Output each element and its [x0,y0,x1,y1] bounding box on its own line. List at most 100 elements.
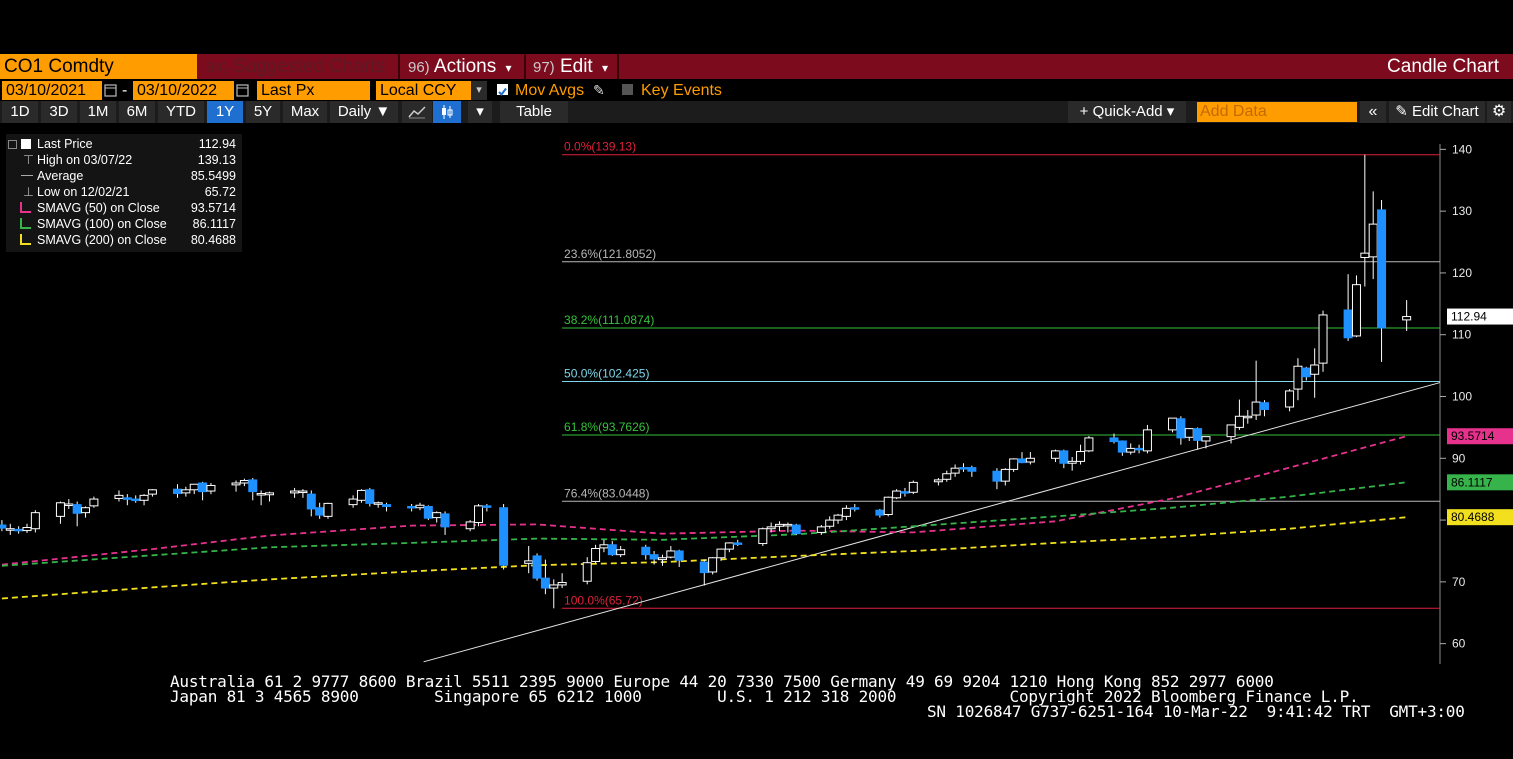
line-chart-icon[interactable] [402,101,432,123]
candle-chart-icon[interactable] [433,101,461,123]
candle-up [708,557,718,573]
period-6m[interactable]: 6M [119,101,155,123]
mov-avgs-checkbox[interactable] [497,84,508,97]
price-field-select[interactable]: Last Px [257,81,370,100]
candle-up [783,523,793,527]
candle-up [1243,415,1253,419]
candle-down [1259,402,1269,410]
menu-number: 96) [408,59,430,76]
edit-menu[interactable]: 97) Edit ▾ [527,54,617,79]
candle-up [64,503,74,507]
candle-up [465,521,475,530]
candle-up [1293,365,1303,390]
candle-down [875,509,885,516]
edit-chart-button[interactable]: ✎ Edit Chart [1389,101,1485,123]
chevron-down-icon[interactable]: ▾ [468,101,492,123]
collapse-box-icon[interactable] [8,140,17,149]
candle-down [72,504,82,514]
candle-up [89,498,99,507]
divider [524,54,526,79]
candle-down [382,504,392,507]
candle-up [816,526,826,533]
gear-icon[interactable]: ⚙ [1487,101,1511,123]
candle-down [958,467,968,470]
suggested-charts-menu[interactable]: 94) Suggested Charts [200,54,398,79]
edit-chart-label: Edit Chart [1412,103,1479,120]
candle-up [716,548,726,559]
footer-contacts-line1: Australia 61 2 9777 8600 Brazil 5511 239… [170,672,1274,691]
chevron-down-icon[interactable]: ▾ [471,81,487,100]
period-1d[interactable]: 1D [2,101,38,123]
calendar-icon[interactable] [236,83,249,97]
period-3d[interactable]: 3D [41,101,77,123]
currency-select[interactable]: Local CCY [376,81,471,100]
header-bar [0,54,1513,79]
candle-up [231,482,241,486]
dropdown-arrow-icon: ▾ [505,61,512,75]
candle-up [1184,428,1194,438]
candle-down [1301,367,1311,378]
security-field[interactable]: CO1 Comdty [0,54,197,79]
quick-add-button[interactable]: + Quick-Add ▾ [1068,101,1186,123]
y-tick-label: 110 [1452,328,1471,342]
candle-up [5,528,15,531]
candle-up [139,494,149,501]
candle-down [992,470,1002,482]
actions-menu[interactable]: 96) Actions ▾ [402,54,524,79]
candle-up [1402,316,1412,321]
last-price-swatch [21,139,31,149]
candle-down [131,498,141,502]
value-tag-label: 86.1117 [1451,475,1493,489]
key-events-label: Key Events [641,82,722,99]
candle-up [1201,436,1211,442]
calendar-icon[interactable] [104,83,117,97]
candle-up [1025,457,1035,463]
sma50-swatch [20,202,31,213]
candle-down [1377,209,1387,329]
menu-number: 94) [206,59,228,76]
period-max[interactable]: Max [283,101,327,123]
candle-down [699,561,709,574]
table-button[interactable]: Table [500,101,568,123]
candle-up [474,505,484,524]
candle-up [666,550,676,558]
candle-up [524,560,534,564]
candle-down [791,524,801,535]
legend-sma50: SMAVG (50) on Close 93.5714 [6,200,242,216]
candle-chart: 60708090100110120130140Sep 30Oct 15Oct 2… [0,140,1513,664]
key-events-checkbox[interactable] [622,84,633,95]
y-tick-label: 140 [1452,142,1472,156]
candle-down [850,507,860,510]
period-1y[interactable]: 1Y [207,101,243,123]
add-data-placeholder: Add Data [1200,103,1267,120]
candle-down [0,524,7,529]
candle-up [290,490,300,494]
menu-label: Suggested Charts [232,56,386,77]
candle-up [239,480,249,484]
candle-up [1050,450,1060,459]
period-1m[interactable]: 1M [80,101,116,123]
add-data-input[interactable]: Add Data [1197,102,1357,122]
candle-up [591,547,601,562]
frequency-select[interactable]: Daily ▼ [330,101,398,123]
candle-up [825,519,835,527]
double-chevron-left-icon[interactable]: « [1360,101,1386,123]
candle-up [1226,424,1236,438]
candle-up [323,502,333,517]
start-date-field[interactable]: 03/10/2021 [2,81,102,100]
candle-up [1067,460,1077,464]
value-tag-bg [1447,308,1513,325]
y-tick-label: 120 [1452,266,1472,280]
candle-up [373,502,383,505]
candle-up [1318,314,1328,364]
candle-down [1117,440,1127,453]
candle-up [1084,437,1094,452]
value-tag-label: 112.94 [1451,310,1487,324]
period-ytd[interactable]: YTD [158,101,204,123]
period-5y[interactable]: 5Y [246,101,280,123]
pencil-icon[interactable]: ✎ [593,82,605,98]
end-date-field[interactable]: 03/10/2022 [133,81,234,100]
candle-up [892,490,902,499]
y-tick-label: 90 [1452,451,1466,465]
value-tag-bg [1447,428,1513,445]
